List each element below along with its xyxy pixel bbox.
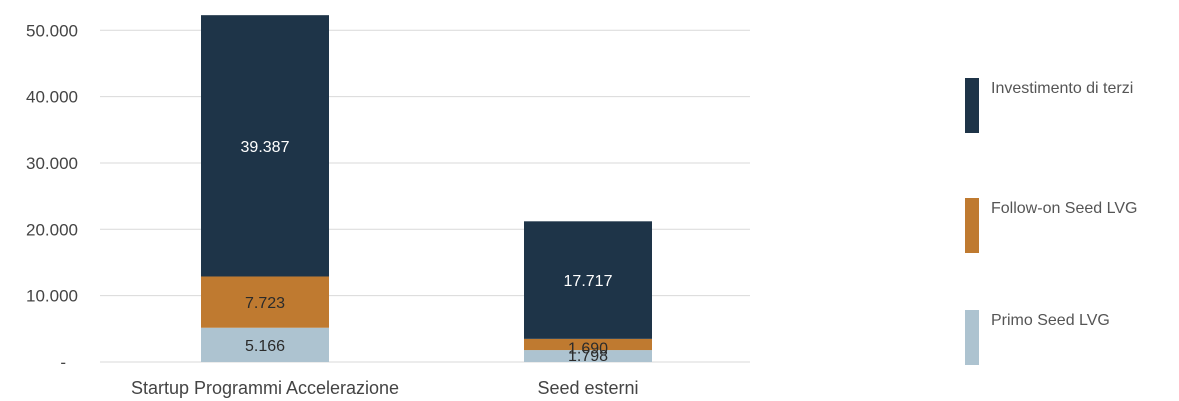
data-label: 5.166 xyxy=(245,338,285,355)
legend-label: Investimento di terzi xyxy=(991,80,1134,97)
legend-item-primo-seed-lvg: Primo Seed LVG xyxy=(965,310,1110,365)
y-tick-label: 20.000 xyxy=(26,220,78,239)
legend-swatch xyxy=(965,78,979,133)
bar-segment xyxy=(524,350,652,362)
bar-segment xyxy=(201,327,329,362)
data-label: 1.798 xyxy=(568,348,608,365)
data-label: 39.387 xyxy=(241,139,290,156)
bar-segment xyxy=(201,276,329,328)
y-axis-ticks: - 10.000 20.000 30.000 40.000 50.000 xyxy=(26,21,78,372)
y-tick-label: 40.000 xyxy=(26,88,78,107)
data-label: 7.723 xyxy=(245,295,285,312)
legend-swatch xyxy=(965,198,979,253)
legend-swatch xyxy=(965,310,979,365)
x-category-label: Seed esterni xyxy=(537,378,638,398)
x-category-label: Startup Programmi Accelerazione xyxy=(131,378,399,398)
bar-segment xyxy=(201,15,329,277)
gridlines xyxy=(100,29,750,363)
data-label: 17.717 xyxy=(564,273,613,290)
legend-item-follow-on-seed-lvg: Follow-on Seed LVG xyxy=(965,198,1137,253)
legend-label: Primo Seed LVG xyxy=(991,312,1110,329)
y-tick-label: - xyxy=(60,353,66,372)
y-tick-label: 30.000 xyxy=(26,154,78,173)
y-tick-label: 50.000 xyxy=(26,21,78,40)
bar-segment xyxy=(524,338,652,351)
legend-item-investimento-di-terzi: Investimento di terzi xyxy=(965,78,1133,133)
stacked-bar-chart: - 10.000 20.000 30.000 40.000 50.000 5.166 7.7… xyxy=(26,15,750,398)
legend: Investimento di terzi Follow-on Seed LVG… xyxy=(965,0,1179,401)
legend-label: Follow-on Seed LVG xyxy=(991,200,1138,217)
y-tick-label: 10.000 xyxy=(26,287,78,306)
bar-segment xyxy=(524,221,652,339)
data-label: 1.690 xyxy=(568,340,608,357)
x-axis-labels: Startup Programmi Accelerazione Seed este… xyxy=(131,378,639,398)
